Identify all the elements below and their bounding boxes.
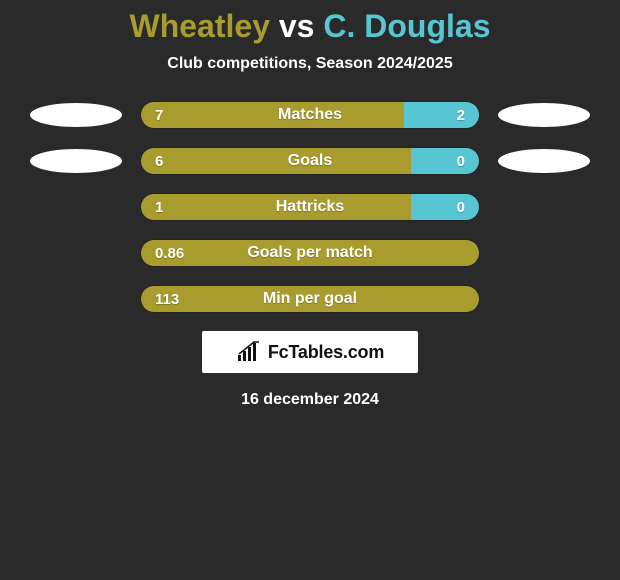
bar-right-fill xyxy=(411,194,479,220)
team-badge-right xyxy=(498,103,590,127)
right-badge-slot xyxy=(498,149,590,173)
page-title: Wheatley vs C. Douglas xyxy=(0,8,620,45)
title-vs: vs xyxy=(279,8,315,44)
footer-logo-text: FcTables.com xyxy=(268,342,384,363)
stat-rows: 72Matches60Goals10Hattricks0.86Goals per… xyxy=(0,101,620,313)
stat-value-right: 2 xyxy=(457,102,465,128)
stat-value-left: 7 xyxy=(155,102,163,128)
bar-right-fill xyxy=(411,148,479,174)
bar-left-fill xyxy=(141,194,411,220)
left-badge-slot xyxy=(30,287,122,311)
team-badge-left xyxy=(30,149,122,173)
right-badge-slot xyxy=(498,103,590,127)
stat-row: 72Matches xyxy=(8,101,612,129)
left-badge-slot xyxy=(30,103,122,127)
bar-left-fill xyxy=(141,240,479,266)
team-badge-left xyxy=(30,103,122,127)
left-badge-slot xyxy=(30,195,122,219)
stat-bar: 0.86Goals per match xyxy=(140,239,480,267)
comparison-infographic: Wheatley vs C. Douglas Club competitions… xyxy=(0,0,620,409)
footer-date: 16 december 2024 xyxy=(0,391,620,409)
stat-value-right: 0 xyxy=(457,148,465,174)
footer-logo: FcTables.com xyxy=(202,331,418,373)
left-badge-slot xyxy=(30,149,122,173)
left-badge-slot xyxy=(30,241,122,265)
stat-bar: 72Matches xyxy=(140,101,480,129)
stat-value-left: 1 xyxy=(155,194,163,220)
title-player1: Wheatley xyxy=(130,8,270,44)
stat-bar: 10Hattricks xyxy=(140,193,480,221)
bar-left-fill xyxy=(141,286,479,312)
bar-right-fill xyxy=(404,102,479,128)
stat-row: 0.86Goals per match xyxy=(8,239,612,267)
chart-bars-icon xyxy=(236,341,262,363)
stat-value-left: 0.86 xyxy=(155,240,184,266)
stat-row: 10Hattricks xyxy=(8,193,612,221)
right-badge-slot xyxy=(498,241,590,265)
right-badge-slot xyxy=(498,195,590,219)
bar-left-fill xyxy=(141,148,411,174)
stat-bar: 60Goals xyxy=(140,147,480,175)
stat-value-right: 0 xyxy=(457,194,465,220)
team-badge-right xyxy=(498,149,590,173)
stat-row: 60Goals xyxy=(8,147,612,175)
bar-left-fill xyxy=(141,102,404,128)
subtitle: Club competitions, Season 2024/2025 xyxy=(0,55,620,73)
title-player2: C. Douglas xyxy=(323,8,490,44)
right-badge-slot xyxy=(498,287,590,311)
stat-bar: 113Min per goal xyxy=(140,285,480,313)
stat-value-left: 113 xyxy=(155,286,179,312)
stat-row: 113Min per goal xyxy=(8,285,612,313)
stat-value-left: 6 xyxy=(155,148,163,174)
